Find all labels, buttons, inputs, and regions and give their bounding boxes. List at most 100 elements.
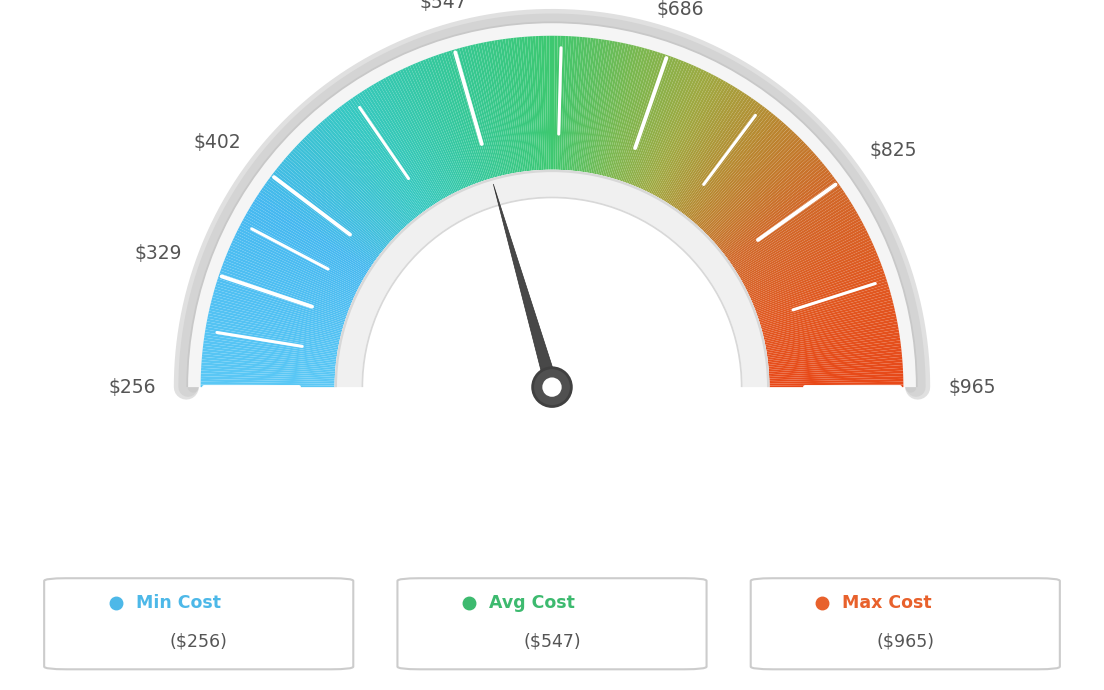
Wedge shape (528, 37, 539, 170)
Wedge shape (613, 50, 652, 179)
Wedge shape (550, 36, 552, 170)
Wedge shape (330, 113, 416, 219)
Wedge shape (204, 335, 337, 357)
Wedge shape (417, 61, 470, 186)
Wedge shape (227, 250, 352, 304)
Wedge shape (306, 135, 401, 233)
Wedge shape (296, 145, 395, 238)
Wedge shape (768, 346, 901, 363)
Wedge shape (352, 97, 429, 208)
Wedge shape (637, 63, 691, 188)
Wedge shape (587, 41, 613, 173)
Wedge shape (702, 133, 797, 231)
Wedge shape (361, 90, 435, 204)
Wedge shape (739, 208, 856, 278)
Wedge shape (762, 292, 891, 330)
Wedge shape (212, 295, 342, 331)
Text: $965: $965 (948, 377, 996, 397)
Wedge shape (304, 137, 400, 233)
Wedge shape (576, 38, 593, 171)
Wedge shape (257, 194, 370, 269)
Wedge shape (769, 365, 903, 375)
Wedge shape (511, 38, 528, 171)
Wedge shape (225, 255, 350, 307)
Wedge shape (217, 276, 346, 320)
Wedge shape (238, 225, 359, 288)
Wedge shape (755, 263, 882, 312)
Wedge shape (765, 319, 898, 346)
Wedge shape (188, 22, 916, 387)
Wedge shape (713, 150, 814, 242)
Wedge shape (760, 284, 889, 325)
Wedge shape (232, 240, 354, 297)
Wedge shape (763, 299, 893, 335)
Wedge shape (397, 70, 458, 192)
Wedge shape (703, 135, 798, 233)
Wedge shape (767, 340, 901, 360)
Wedge shape (580, 39, 598, 172)
Wedge shape (661, 83, 731, 200)
Wedge shape (210, 305, 341, 338)
Wedge shape (705, 139, 803, 235)
Wedge shape (583, 39, 604, 172)
Wedge shape (267, 178, 378, 259)
Text: Min Cost: Min Cost (136, 594, 221, 612)
Wedge shape (565, 37, 576, 170)
Wedge shape (611, 49, 650, 179)
Wedge shape (756, 268, 883, 315)
Wedge shape (736, 201, 851, 273)
Wedge shape (596, 43, 626, 175)
Wedge shape (734, 194, 847, 269)
Wedge shape (741, 213, 859, 281)
Wedge shape (594, 43, 624, 175)
Wedge shape (648, 72, 709, 193)
Wedge shape (658, 81, 726, 198)
Wedge shape (407, 66, 464, 189)
Wedge shape (201, 371, 335, 379)
Wedge shape (237, 228, 359, 290)
Wedge shape (410, 65, 466, 188)
Wedge shape (577, 38, 596, 171)
Wedge shape (373, 83, 443, 200)
Wedge shape (758, 279, 887, 322)
Wedge shape (750, 240, 872, 297)
Wedge shape (635, 63, 689, 187)
Wedge shape (440, 53, 485, 181)
Wedge shape (224, 258, 350, 308)
Wedge shape (629, 59, 679, 184)
Wedge shape (768, 357, 902, 370)
Wedge shape (699, 127, 790, 228)
Wedge shape (696, 124, 786, 225)
Wedge shape (433, 56, 480, 183)
Wedge shape (497, 39, 520, 172)
Wedge shape (704, 137, 800, 233)
Wedge shape (747, 233, 869, 293)
Wedge shape (599, 44, 631, 175)
Wedge shape (620, 54, 666, 181)
Wedge shape (541, 36, 546, 170)
Wedge shape (763, 302, 893, 337)
Wedge shape (761, 289, 890, 328)
Wedge shape (236, 230, 358, 291)
Wedge shape (606, 47, 643, 177)
Wedge shape (586, 40, 609, 172)
Wedge shape (461, 47, 498, 177)
Wedge shape (489, 41, 514, 173)
Wedge shape (729, 183, 839, 262)
Wedge shape (427, 57, 477, 184)
Wedge shape (361, 197, 743, 387)
Wedge shape (247, 210, 364, 279)
Wedge shape (486, 41, 513, 174)
Wedge shape (204, 332, 338, 355)
Wedge shape (609, 48, 647, 178)
Wedge shape (764, 310, 895, 342)
Wedge shape (656, 78, 721, 197)
Wedge shape (646, 70, 707, 192)
Wedge shape (201, 382, 335, 386)
Wedge shape (367, 88, 438, 203)
Wedge shape (688, 113, 774, 219)
Wedge shape (768, 354, 902, 368)
Wedge shape (270, 174, 379, 257)
Wedge shape (436, 55, 481, 182)
Wedge shape (749, 235, 870, 295)
